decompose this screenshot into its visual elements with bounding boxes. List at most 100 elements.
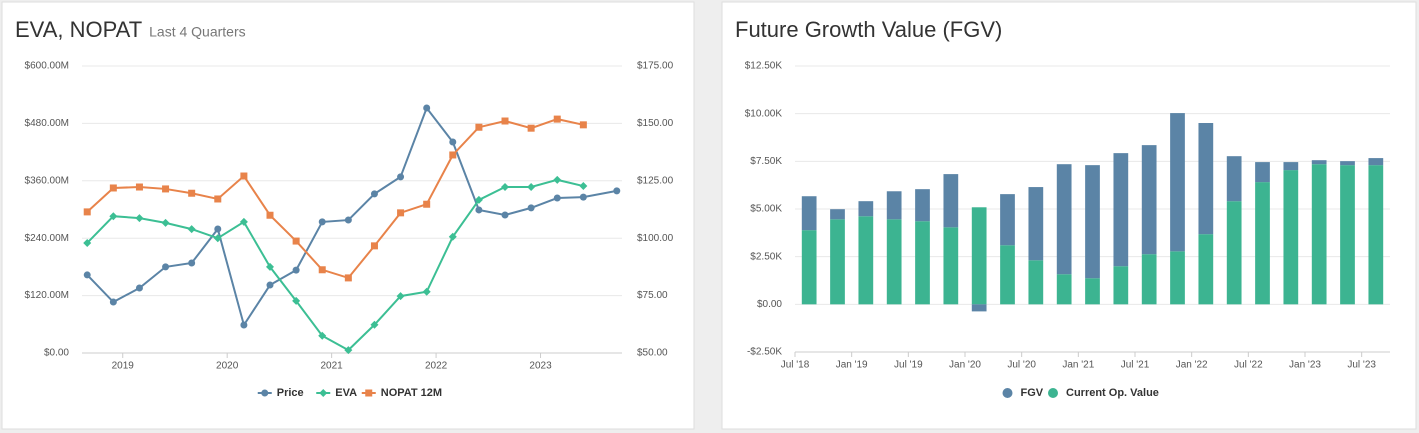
marker: [553, 175, 562, 184]
legend-label: EVA: [335, 387, 357, 399]
marker: [397, 209, 405, 217]
marker: [187, 225, 196, 234]
marker: [474, 195, 483, 204]
x-tick-label: 2022: [425, 361, 448, 372]
legend-label: Current Op. Value: [1066, 387, 1159, 399]
bar: [858, 201, 874, 217]
marker: [239, 217, 248, 226]
marker: [266, 211, 274, 219]
bar: [1226, 156, 1242, 202]
bar: [943, 227, 959, 305]
x-tick-label: Jul '22: [1234, 360, 1263, 371]
marker: [397, 173, 405, 181]
legend-marker: [365, 389, 373, 397]
marker: [109, 298, 117, 306]
y-tick-label: $7.50K: [750, 156, 782, 167]
bar: [1368, 165, 1384, 305]
x-tick-label: Jul '20: [1007, 360, 1036, 371]
bar: [971, 304, 987, 312]
y-tick-label: $480.00M: [25, 118, 69, 129]
marker: [501, 117, 509, 125]
bar: [1198, 123, 1214, 235]
x-tick-label: Jan '19: [836, 360, 868, 371]
bar: [1113, 153, 1129, 267]
x-tick-label: Jan '20: [949, 360, 981, 371]
x-tick-label: Jul '19: [894, 360, 923, 371]
y-tick-label: $5.00K: [750, 204, 782, 215]
y2-tick-label: $75.00: [637, 290, 668, 301]
x-tick-label: 2020: [216, 361, 239, 372]
bar: [886, 191, 902, 220]
marker: [370, 190, 378, 198]
x-tick-label: 2023: [529, 361, 552, 372]
y-tick-label: $2.50K: [750, 251, 782, 262]
marker: [344, 274, 352, 282]
bar: [1056, 274, 1072, 305]
y-tick-label: $240.00M: [25, 233, 69, 244]
bar: [1028, 260, 1044, 305]
marker: [527, 204, 535, 212]
marker: [240, 172, 248, 180]
chart-title: EVA, NOPAT: [15, 17, 142, 42]
marker: [370, 320, 379, 329]
series-line: [86, 118, 584, 280]
marker: [448, 232, 457, 241]
marker: [475, 123, 483, 131]
marker: [188, 189, 196, 197]
marker: [613, 187, 621, 195]
marker: [553, 194, 561, 202]
bar: [1170, 251, 1185, 305]
marker: [579, 121, 587, 129]
bar: [971, 207, 987, 305]
legend-marker: [319, 389, 328, 397]
marker: [109, 184, 117, 192]
y-tick-label: $360.00M: [25, 175, 69, 186]
bar: [1000, 245, 1015, 305]
marker: [292, 296, 301, 305]
marker: [161, 218, 170, 227]
marker: [162, 185, 170, 193]
x-tick-label: Jul '18: [781, 360, 810, 371]
x-tick-label: Jan '22: [1176, 360, 1208, 371]
bar: [858, 216, 874, 305]
y2-tick-label: $125.00: [637, 175, 674, 186]
bar: [915, 189, 930, 222]
chart-title: Future Growth Value (FGV): [735, 17, 1002, 42]
bar: [1311, 160, 1327, 165]
y-tick-label: $0.00: [44, 348, 69, 359]
y-tick-label: $600.00M: [25, 61, 69, 72]
marker: [135, 214, 144, 223]
bar: [1028, 187, 1044, 261]
marker: [396, 292, 405, 301]
marker: [83, 208, 91, 216]
marker: [579, 193, 587, 201]
marker: [83, 271, 91, 279]
marker: [527, 183, 536, 192]
bar: [801, 230, 817, 305]
marker: [318, 331, 327, 340]
x-tick-label: 2021: [321, 361, 344, 372]
marker: [370, 242, 378, 250]
x-tick-label: 2019: [112, 361, 135, 372]
bar: [1141, 145, 1157, 255]
bar: [1113, 266, 1129, 305]
marker: [266, 281, 274, 289]
bar: [1255, 162, 1270, 183]
marker: [501, 211, 509, 219]
legend-marker: [261, 389, 269, 397]
y-tick-label: $12.50K: [745, 61, 783, 72]
bar: [1085, 165, 1100, 279]
bar: [1340, 161, 1355, 166]
marker: [423, 200, 431, 208]
bar: [1056, 164, 1072, 275]
marker: [553, 115, 561, 123]
marker: [214, 225, 222, 233]
y2-tick-label: $100.00: [637, 233, 674, 244]
marker: [292, 266, 300, 274]
bar: [1340, 165, 1355, 305]
bar: [801, 196, 817, 231]
series-line: [86, 178, 584, 352]
y-tick-label: $10.00K: [745, 108, 783, 119]
x-tick-label: Jan '23: [1289, 360, 1321, 371]
